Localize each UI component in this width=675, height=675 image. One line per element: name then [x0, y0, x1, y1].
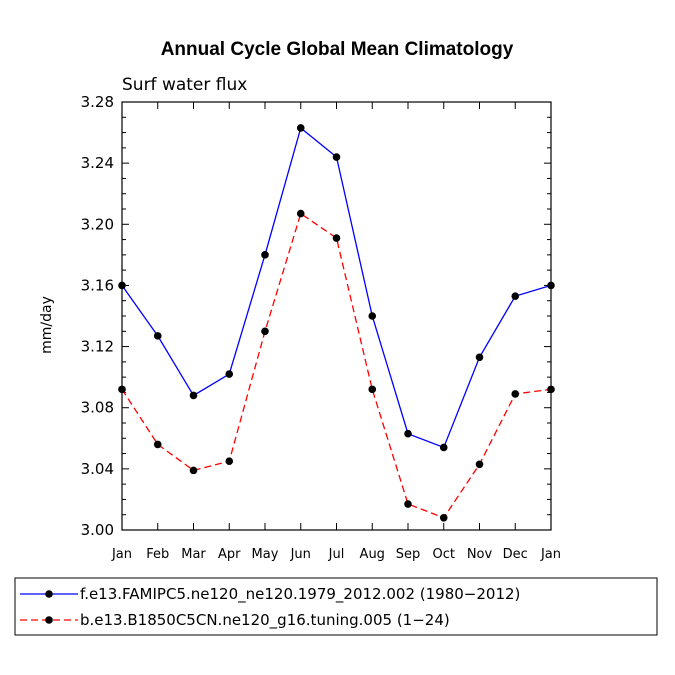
data-point — [225, 370, 234, 378]
data-point — [189, 466, 198, 475]
data-point — [332, 234, 341, 242]
x-tick-label: Mar — [181, 547, 206, 562]
x-tick-label: Dec — [503, 547, 528, 562]
data-point — [404, 500, 412, 508]
x-tick-label: Feb — [146, 547, 169, 562]
data-point — [475, 353, 484, 362]
y-axis-label: mm/day — [39, 296, 55, 354]
y-tick-label: 3.16 — [81, 276, 114, 294]
data-point — [511, 292, 520, 300]
data-point — [547, 281, 555, 290]
y-tick-label: 3.00 — [81, 521, 114, 539]
y-tick-label: 3.08 — [81, 399, 114, 417]
chart-subtitle: Surf water flux — [122, 75, 247, 95]
data-point — [547, 385, 555, 394]
data-point — [118, 281, 126, 290]
data-point — [475, 460, 484, 469]
y-tick-label: 3.24 — [81, 154, 114, 172]
x-tick-label: Jan — [540, 547, 561, 562]
x-tick-label: Nov — [467, 547, 493, 562]
data-point — [261, 327, 269, 336]
data-point — [153, 332, 162, 340]
x-tick-label: Jan — [111, 547, 132, 562]
data-point — [368, 385, 377, 394]
data-point — [225, 457, 234, 466]
x-tick-label: Aug — [360, 547, 385, 562]
data-point — [404, 429, 412, 438]
data-point — [296, 124, 305, 132]
x-tick-label: May — [252, 547, 279, 562]
y-tick-label: 3.28 — [81, 93, 114, 111]
data-point — [332, 153, 341, 161]
legend-label-2: b.e13.B1850C5CN.ne120_g16.tuning.005 (1−… — [80, 611, 450, 630]
legend-label-1: f.e13.FAMIPC5.ne120_ne120.1979_2012.002 … — [80, 585, 520, 604]
legend-marker — [45, 590, 53, 598]
data-point — [261, 251, 269, 259]
x-tick-label: Jun — [290, 547, 311, 562]
data-point — [511, 390, 520, 398]
y-tick-label: 3.12 — [81, 338, 114, 356]
axes: 3.00 3.04 3.08 3.12 3.16 3.20 3.24 3.28 Jan Feb Ma… — [81, 93, 561, 562]
series-line-2 — [121, 212, 552, 519]
y-tick-label: 3.04 — [81, 460, 114, 478]
data-point — [118, 385, 126, 394]
x-tick-label: Jul — [328, 547, 345, 562]
data-point — [153, 440, 162, 449]
x-tick-label: Sep — [396, 547, 421, 562]
data-point — [439, 443, 448, 452]
data-point — [368, 312, 377, 320]
data-point — [189, 391, 198, 400]
chart-title: Annual Cycle Global Mean Climatology — [161, 39, 514, 60]
x-tick-label: Apr — [218, 547, 241, 562]
legend-marker — [45, 616, 53, 624]
legend-box — [14, 577, 658, 636]
series-lines — [118, 124, 555, 522]
data-point — [439, 513, 448, 522]
legend: f.e13.FAMIPC5.ne120_ne120.1979_2012.002 … — [20, 585, 520, 630]
x-tick-label: Oct — [433, 547, 455, 562]
series-line-1 — [121, 126, 552, 449]
y-tick-label: 3.20 — [81, 215, 114, 233]
data-point — [296, 209, 305, 218]
